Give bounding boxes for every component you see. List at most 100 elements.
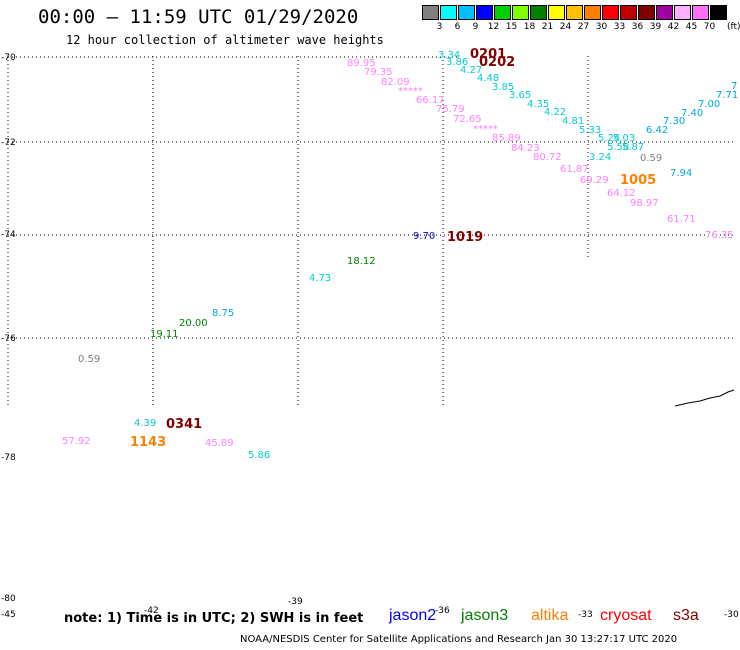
swh-value: 6.42 <box>646 125 669 136</box>
legend-label: 3 <box>436 22 443 32</box>
swh-value: 5.87 <box>622 142 645 153</box>
legend-swatch <box>476 5 493 20</box>
swh-value: 0.59 <box>640 153 663 164</box>
legend-label: 27 <box>577 22 590 32</box>
legend-swatch <box>530 5 547 20</box>
swh-value: 7.40 <box>681 108 704 119</box>
legend-label: 36 <box>631 22 644 32</box>
swh-value: 85.89 <box>492 133 521 144</box>
swh-value: 80.72 <box>533 152 562 163</box>
pass-time-label: 0201 <box>470 47 507 62</box>
swh-value: 7.30 <box>663 116 686 127</box>
swh-value: 69.29 <box>580 175 609 186</box>
legend-unit: (ft) <box>727 22 740 32</box>
pass-time-label: 1005 <box>620 173 657 188</box>
color-legend: 3 6 9 12 15 18 21 24 27 30 33 36 39 42 45 70 (ft) <box>422 5 740 35</box>
pass-time-label: 0341 <box>166 417 203 432</box>
legend-label: 42 <box>667 22 680 32</box>
legend-swatch <box>584 5 601 20</box>
latitude-label: -74 <box>1 230 16 240</box>
legend-swatch <box>674 5 691 20</box>
swh-value: 5.86 <box>248 450 271 461</box>
swh-value: 84.23 <box>511 143 540 154</box>
legend-swatch <box>692 5 709 20</box>
legend-swatch <box>602 5 619 20</box>
coastline <box>674 389 735 407</box>
map-subtitle: 12 hour collection of altimeter wave hei… <box>66 33 384 47</box>
legend-label: 39 <box>649 22 662 32</box>
swh-value: 3.85 <box>492 82 515 93</box>
swh-value: 82.09 <box>381 77 410 88</box>
legend-swatch <box>656 5 673 20</box>
swh-value: 61.71 <box>667 214 696 225</box>
legend-label: 18 <box>523 22 536 32</box>
swh-value: 57.92 <box>62 436 91 447</box>
legend-swatch <box>422 5 439 20</box>
swh-value: 5.58 <box>607 142 630 153</box>
satellite-name: jason2 <box>389 607 437 624</box>
swh-value: 20.00 <box>179 318 208 329</box>
satellite-name: jason3 <box>461 607 509 624</box>
swh-value: 0.59 <box>78 354 101 365</box>
swh-value: 4.22 <box>544 107 567 118</box>
swh-value: 8.75 <box>212 308 235 319</box>
legend-label: 70 <box>703 22 716 32</box>
pass-time-label: 0202 <box>479 55 516 70</box>
swh-value: 7.71 <box>716 90 739 101</box>
legend-label: 45 <box>685 22 698 32</box>
legend-label: 9 <box>472 22 479 32</box>
swh-value: 79.35 <box>364 67 393 78</box>
swh-value: 4.39 <box>134 418 157 429</box>
latitude-label: -76 <box>1 334 16 344</box>
swh-value: 3.34 <box>438 50 461 61</box>
satellite-name: cryosat <box>600 607 652 624</box>
longitude-label: -36 <box>435 606 450 616</box>
graticule: -70 -72 -74 -76 -78 -80 -45 -42 -39 -36 -33 -30 <box>1 53 739 620</box>
legend-swatch <box>440 5 457 20</box>
legend-swatch <box>512 5 529 20</box>
map-title: 00:00 – 11:59 UTC 01/29/2020 <box>38 6 359 28</box>
legend-swatch <box>620 5 637 20</box>
swh-value: 7.00 <box>698 99 721 110</box>
longitude-label: -30 <box>724 610 739 620</box>
longitude-label: -42 <box>144 606 159 616</box>
swh-value: 76.35 <box>705 230 734 241</box>
footer-credit: NOAA/NESDIS Center for Satellite Applica… <box>240 634 678 645</box>
legend-label: 24 <box>559 22 572 32</box>
legend-swatch <box>638 5 655 20</box>
satellite-name: altika <box>531 607 569 624</box>
swh-value: 3.86 <box>446 57 469 68</box>
satellite-name: s3a <box>673 607 699 624</box>
swh-value: 19.11 <box>150 329 179 340</box>
swh-value: 66.17 <box>416 95 445 106</box>
swh-value: 9.70 <box>413 231 436 242</box>
legend-swatch <box>566 5 583 20</box>
latitude-label: -78 <box>1 453 16 463</box>
legend-label: 15 <box>505 22 518 32</box>
swh-value: ***** <box>473 124 498 135</box>
swh-value: 5.03 <box>613 133 636 144</box>
swh-value: 72.65 <box>453 114 482 125</box>
swh-value: 4.81 <box>562 116 585 127</box>
latitude-label: -72 <box>1 138 16 148</box>
swh-value: 64.12 <box>607 188 636 199</box>
swh-value: 98.97 <box>630 198 659 209</box>
latitude-label: -70 <box>1 53 16 63</box>
legend-swatch <box>494 5 511 20</box>
legend-swatch <box>458 5 475 20</box>
legend-swatch <box>548 5 565 20</box>
longitude-label: -33 <box>578 610 593 620</box>
note-text: note: 1) Time is in UTC; 2) SWH is in fe… <box>64 611 364 626</box>
swh-value: 3.65 <box>509 90 532 101</box>
swh-value: ***** <box>398 86 423 97</box>
swh-value: 4.35 <box>527 99 550 110</box>
swh-value: 7 <box>731 81 738 92</box>
swh-value: 5.24 <box>598 133 621 144</box>
swh-value: 89.95 <box>347 58 376 69</box>
pass-time-label: 1143 <box>130 435 167 450</box>
swh-value: 5.33 <box>579 125 602 136</box>
legend-label: 30 <box>595 22 608 32</box>
swh-value: 4.48 <box>477 73 500 84</box>
longitude-label: -39 <box>288 597 303 607</box>
